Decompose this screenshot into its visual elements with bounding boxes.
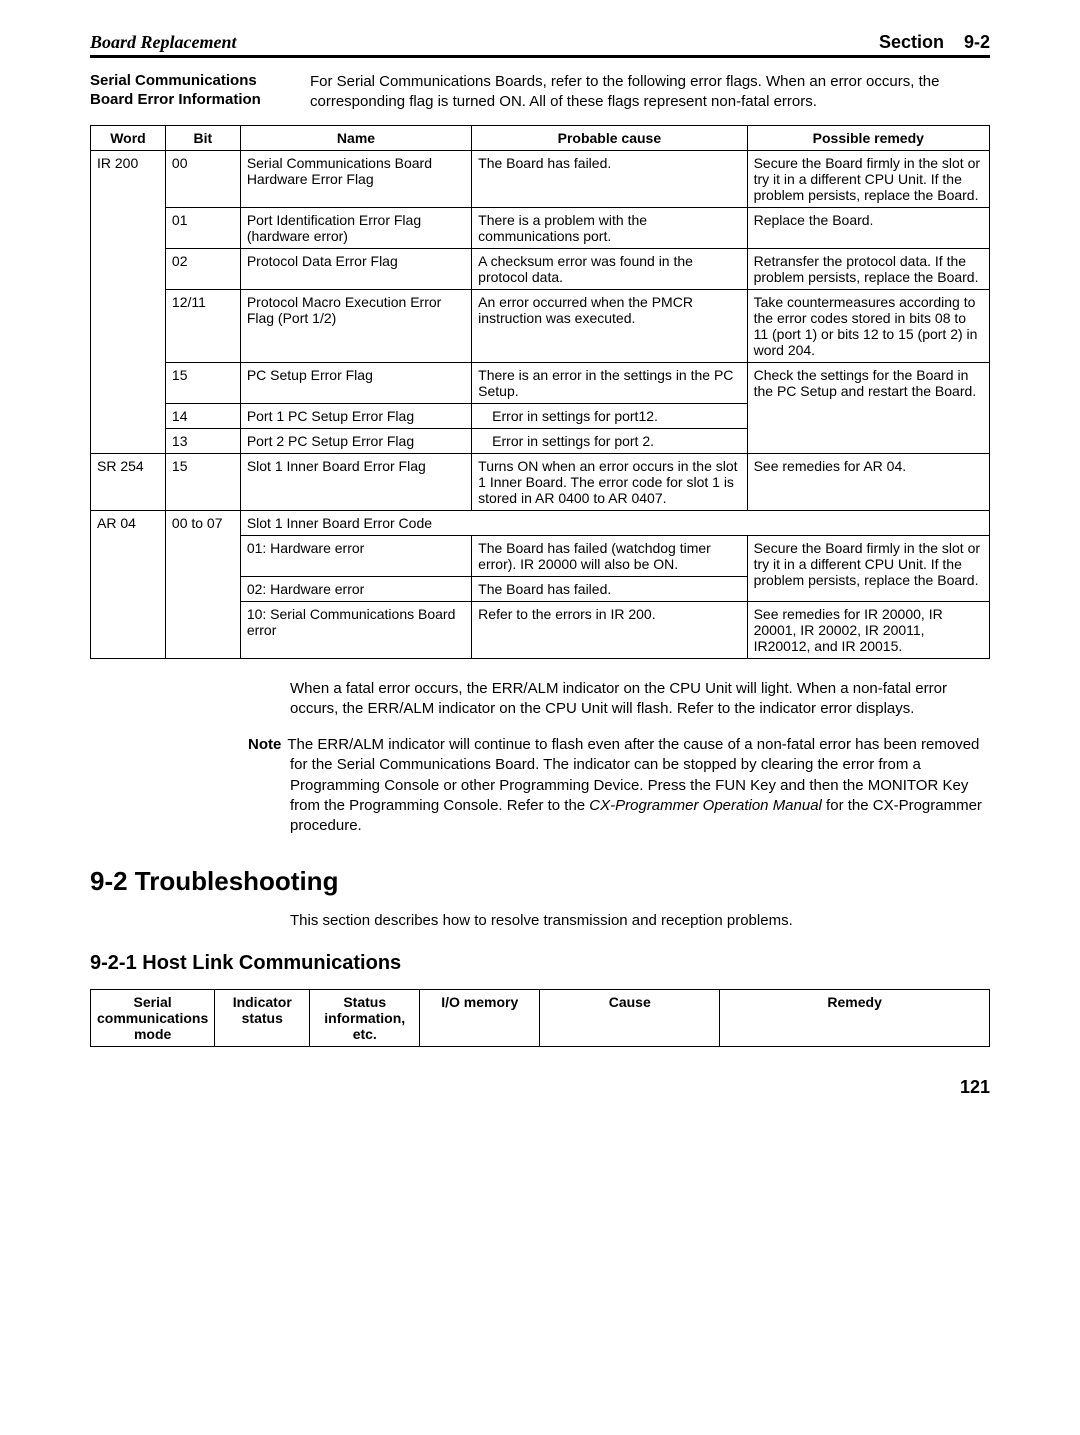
note-label: Note <box>248 736 287 753</box>
intro-block: Serial Communications Board Error Inform… <box>90 72 990 113</box>
cell-name: Slot 1 Inner Board Error Flag <box>240 453 471 510</box>
th-cause: Cause <box>540 989 720 1046</box>
header-section-label: Section <box>879 32 944 52</box>
th-remedy: Remedy <box>720 989 990 1046</box>
cell-cause: The Board has failed. <box>472 576 747 601</box>
cell-bit: 02 <box>165 248 240 289</box>
table-row: 12/11 Protocol Macro Execution Error Fla… <box>91 289 990 362</box>
cell-remedy: Check the settings for the Board in the … <box>747 362 989 453</box>
cell-cause: Error in settings for port 2. <box>472 428 747 453</box>
cell-word: AR 04 <box>91 510 166 658</box>
intro-label: Serial Communications Board Error Inform… <box>90 72 290 113</box>
cell-cause: The Board has failed (watchdog timer err… <box>472 535 747 576</box>
cell-word: IR 200 <box>91 150 166 453</box>
cell-cause: An error occurred when the PMCR instruct… <box>472 289 747 362</box>
header-right: Section 9-2 <box>879 32 990 53</box>
cell-name: Port 2 PC Setup Error Flag <box>240 428 471 453</box>
cell-bit: 14 <box>165 403 240 428</box>
section-body: This section describes how to resolve tr… <box>290 911 990 931</box>
cell-name: Port 1 PC Setup Error Flag <box>240 403 471 428</box>
cell-name: Serial Communications Board Hardware Err… <box>240 150 471 207</box>
table-row: AR 04 00 to 07 Slot 1 Inner Board Error … <box>91 510 990 535</box>
intro-text: For Serial Communications Boards, refer … <box>310 72 990 113</box>
th-status: Status information, etc. <box>310 989 420 1046</box>
cell-remedy: Secure the Board firmly in the slot or t… <box>747 535 989 601</box>
hostlink-table: Serial communications mode Indicator sta… <box>90 989 990 1047</box>
table-row: 02 Protocol Data Error Flag A checksum e… <box>91 248 990 289</box>
cell-remedy: Secure the Board firmly in the slot or t… <box>747 150 989 207</box>
note-italic: CX-Programmer Operation Manual <box>589 797 822 814</box>
cell-remedy: See remedies for AR 04. <box>747 453 989 510</box>
cell-word: SR 254 <box>91 453 166 510</box>
cell-cause: There is a problem with the communicatio… <box>472 207 747 248</box>
cell-cause: A checksum error was found in the protoc… <box>472 248 747 289</box>
table-row: 15 PC Setup Error Flag There is an error… <box>91 362 990 403</box>
para-after-table: When a fatal error occurs, the ERR/ALM i… <box>290 679 990 720</box>
cell-name-span: Slot 1 Inner Board Error Code <box>240 510 989 535</box>
page-number: 121 <box>90 1077 990 1098</box>
subsection-heading: 9-2-1 Host Link Communications <box>90 952 990 975</box>
th-word: Word <box>91 125 166 150</box>
th-remedy: Possible remedy <box>747 125 989 150</box>
cell-bit: 13 <box>165 428 240 453</box>
th-mode: Serial communications mode <box>91 989 215 1046</box>
cell-name: Port Identification Error Flag (hardware… <box>240 207 471 248</box>
cell-cause: The Board has failed. <box>472 150 747 207</box>
cell-bit: 12/11 <box>165 289 240 362</box>
cell-name: 02: Hardware error <box>240 576 471 601</box>
th-cause: Probable cause <box>472 125 747 150</box>
th-name: Name <box>240 125 471 150</box>
cell-name: Protocol Macro Execution Error Flag (Por… <box>240 289 471 362</box>
section-heading: 9-2 Troubleshooting <box>90 866 990 897</box>
table-row: SR 254 15 Slot 1 Inner Board Error Flag … <box>91 453 990 510</box>
cell-name: 10: Serial Communications Board error <box>240 601 471 658</box>
header-left: Board Replacement <box>90 32 237 53</box>
cell-bit: 15 <box>165 362 240 403</box>
cell-remedy: Take countermeasures according to the er… <box>747 289 989 362</box>
cell-name: Protocol Data Error Flag <box>240 248 471 289</box>
cell-remedy: See remedies for IR 20000, IR 20001, IR … <box>747 601 989 658</box>
cell-name: 01: Hardware error <box>240 535 471 576</box>
cell-remedy: Retransfer the protocol data. If the pro… <box>747 248 989 289</box>
error-flags-table: Word Bit Name Probable cause Possible re… <box>90 125 990 659</box>
cell-remedy: Replace the Board. <box>747 207 989 248</box>
note-block: NoteThe ERR/ALM indicator will continue … <box>290 735 990 836</box>
table-row: 01 Port Identification Error Flag (hardw… <box>91 207 990 248</box>
cell-bit: 00 <box>165 150 240 207</box>
page-header: Board Replacement Section 9-2 <box>90 32 990 58</box>
cell-cause: Refer to the errors in IR 200. <box>472 601 747 658</box>
cell-bit: 15 <box>165 453 240 510</box>
cell-name: PC Setup Error Flag <box>240 362 471 403</box>
th-io: I/O memory <box>420 989 540 1046</box>
cell-cause: Turns ON when an error occurs in the slo… <box>472 453 747 510</box>
header-section-num: 9-2 <box>964 32 990 52</box>
th-bit: Bit <box>165 125 240 150</box>
cell-cause: There is an error in the settings in the… <box>472 362 747 403</box>
cell-bit: 01 <box>165 207 240 248</box>
cell-cause: Error in settings for port12. <box>472 403 747 428</box>
table-row: IR 200 00 Serial Communications Board Ha… <box>91 150 990 207</box>
th-indicator: Indicator status <box>215 989 310 1046</box>
cell-bit: 00 to 07 <box>165 510 240 658</box>
